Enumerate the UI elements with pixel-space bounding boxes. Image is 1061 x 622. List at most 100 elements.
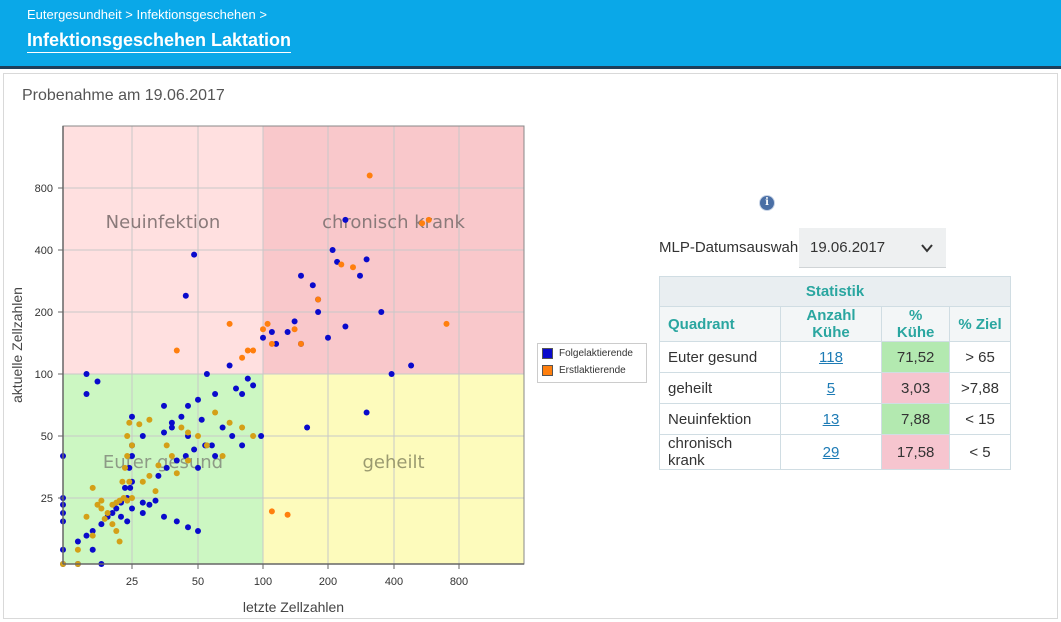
legend-item-folge: Folgelaktierende — [542, 348, 633, 359]
data-point-folgelaktierende — [291, 318, 298, 325]
count-link[interactable]: 29 — [822, 443, 840, 461]
data-point-erstlaktierende — [268, 508, 275, 515]
column-header-target: % Ziel — [949, 306, 1011, 342]
quadrant-cell: chronisch krank — [659, 434, 781, 470]
data-point-erstlaktierende — [113, 528, 120, 534]
data-point-folgelaktierende — [94, 378, 101, 385]
data-point-folgelaktierende — [219, 424, 226, 431]
data-point-folgelaktierende — [139, 433, 146, 439]
data-point-folgelaktierende — [239, 442, 246, 449]
data-point-erstlaktierende — [101, 515, 108, 522]
legend-label-erst: Erstlaktierende — [559, 365, 626, 376]
info-icon[interactable]: i — [760, 196, 774, 210]
data-point-folgelaktierende — [195, 528, 201, 534]
data-point-erstlaktierende — [89, 532, 96, 539]
data-point-folgelaktierende — [363, 409, 370, 416]
data-point-erstlaktierende — [291, 326, 298, 333]
data-point-folgelaktierende — [195, 396, 201, 403]
data-point-folgelaktierende — [89, 546, 96, 553]
x-axis-label: letzte Zellzahlen — [243, 599, 344, 615]
y-tick-label: 50 — [41, 431, 53, 443]
y-tick-label: 200 — [35, 307, 53, 319]
breadcrumb[interactable]: Eutergesundheit > Infektionsgeschehen > — [27, 7, 267, 22]
data-point-erstlaktierende — [146, 472, 153, 479]
count-link[interactable]: 5 — [826, 379, 836, 397]
data-point-folgelaktierende — [260, 334, 266, 341]
chevron-down-icon — [921, 244, 933, 253]
scatter-chart: Neuinfektion chronisch krank Euter gesund g… — [9, 125, 525, 615]
data-point-erstlaktierende — [116, 538, 123, 545]
data-point-folgelaktierende — [139, 499, 146, 506]
count-cell: 118 — [779, 341, 883, 373]
data-point-erstlaktierende — [120, 495, 127, 501]
data-point-folgelaktierende — [342, 216, 349, 223]
data-point-folgelaktierende — [89, 528, 96, 534]
data-point-erstlaktierende — [298, 340, 304, 347]
data-point-erstlaktierende — [163, 442, 170, 449]
quadrant-label-chronisch-krank: chronisch krank — [322, 212, 465, 233]
data-point-erstlaktierende — [152, 488, 159, 495]
x-tick-label: 25 — [126, 576, 138, 588]
data-point-folgelaktierende — [129, 413, 135, 420]
data-point-folgelaktierende — [173, 457, 180, 464]
data-point-folgelaktierende — [298, 272, 304, 279]
data-point-erstlaktierende — [244, 347, 251, 354]
data-point-erstlaktierende — [89, 484, 96, 491]
data-point-folgelaktierende — [244, 375, 251, 382]
quadrant-label-geheilt: geheilt — [362, 452, 424, 473]
count-link[interactable]: 13 — [822, 410, 840, 428]
y-tick-label: 100 — [35, 369, 53, 381]
data-point-folgelaktierende — [191, 446, 198, 453]
data-point-folgelaktierende — [198, 416, 205, 423]
legend-item-erst: Erstlaktierende — [542, 365, 626, 376]
data-point-folgelaktierende — [139, 510, 146, 516]
data-point-erstlaktierende — [109, 501, 116, 508]
data-point-folgelaktierende — [239, 391, 246, 397]
pct-cell: 7,88 — [881, 403, 951, 435]
data-point-erstlaktierende — [443, 320, 450, 327]
table-row: Neuinfektion 13 7,88 < 15 — [659, 403, 1011, 435]
data-point-erstlaktierende — [264, 320, 271, 327]
data-point-folgelaktierende — [129, 505, 135, 512]
mlp-date-select[interactable]: 19.06.2017 — [799, 228, 946, 268]
data-point-erstlaktierende — [260, 326, 266, 333]
data-point-folgelaktierende — [388, 371, 395, 377]
data-point-erstlaktierende — [250, 433, 257, 439]
data-point-erstlaktierende — [136, 421, 143, 428]
data-point-folgelaktierende — [161, 513, 167, 520]
y-tick-label: 25 — [41, 493, 53, 505]
data-point-erstlaktierende — [74, 546, 81, 553]
data-point-folgelaktierende — [212, 391, 219, 397]
data-point-erstlaktierende — [268, 340, 275, 347]
data-point-erstlaktierende — [104, 510, 111, 516]
content-panel — [3, 73, 1058, 619]
data-point-folgelaktierende — [233, 385, 239, 392]
y-tick-label: 400 — [35, 245, 53, 257]
data-point-erstlaktierende — [185, 429, 191, 436]
mlp-date-label: MLP-Datumsauswahl: — [659, 239, 806, 256]
data-point-folgelaktierende — [185, 402, 191, 409]
data-point-folgelaktierende — [250, 382, 257, 389]
quadrant-cell: geheilt — [659, 372, 781, 404]
count-link[interactable]: 118 — [819, 348, 843, 366]
target-cell: < 15 — [949, 403, 1011, 435]
data-point-folgelaktierende — [74, 538, 81, 545]
data-point-erstlaktierende — [124, 433, 131, 439]
data-point-erstlaktierende — [195, 433, 201, 439]
data-point-erstlaktierende — [98, 505, 105, 512]
data-point-erstlaktierende — [185, 457, 191, 464]
data-point-folgelaktierende — [173, 518, 180, 525]
count-cell: 13 — [779, 403, 883, 435]
y-axis-label: aktuelle Zellzahlen — [9, 287, 25, 403]
chart-legend: Folgelaktierende Erstlaktierende — [537, 343, 647, 383]
data-point-erstlaktierende — [173, 347, 180, 354]
data-point-erstlaktierende — [122, 464, 128, 471]
data-point-folgelaktierende — [161, 402, 167, 409]
data-point-folgelaktierende — [124, 518, 131, 525]
data-point-erstlaktierende — [284, 511, 291, 518]
data-point-erstlaktierende — [212, 409, 219, 416]
data-point-folgelaktierende — [309, 282, 316, 289]
data-point-folgelaktierende — [168, 419, 175, 426]
data-point-folgelaktierende — [273, 340, 280, 347]
x-tick-label: 200 — [319, 576, 337, 588]
